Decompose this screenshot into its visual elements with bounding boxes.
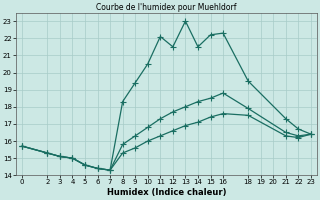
Title: Courbe de l'humidex pour Muehldorf: Courbe de l'humidex pour Muehldorf — [96, 3, 237, 12]
X-axis label: Humidex (Indice chaleur): Humidex (Indice chaleur) — [107, 188, 226, 197]
